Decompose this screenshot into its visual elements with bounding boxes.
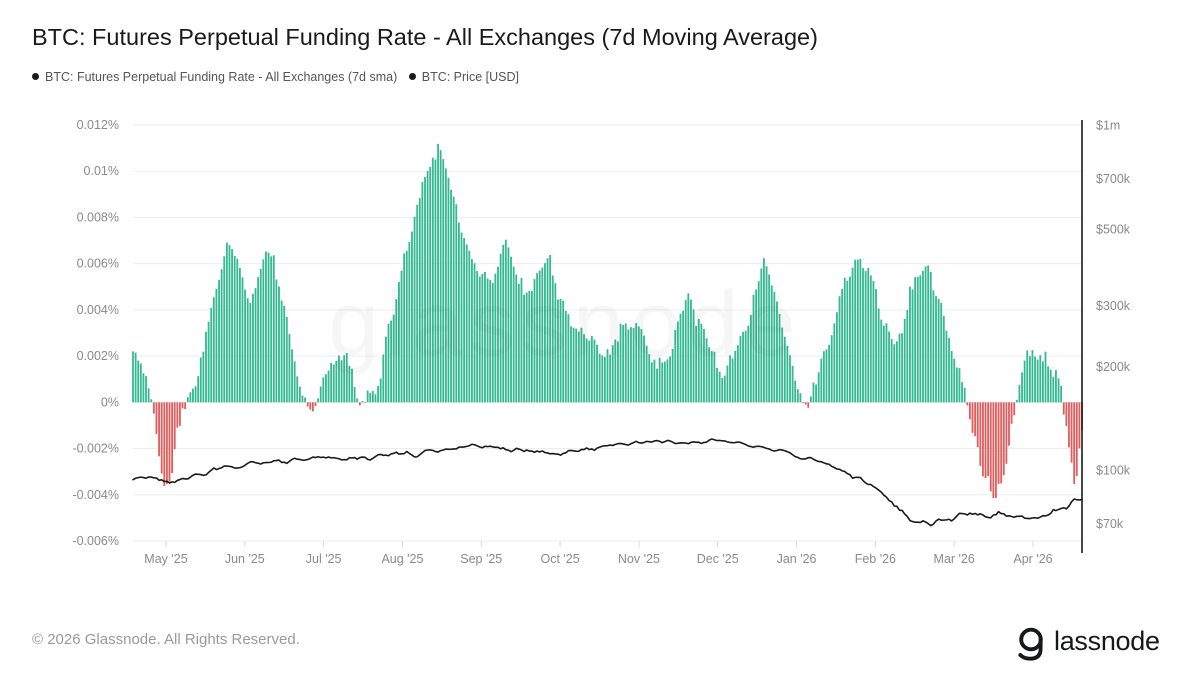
svg-text:0.012%: 0.012% [77, 118, 119, 132]
svg-text:Jan '26: Jan '26 [777, 552, 817, 566]
svg-text:0.004%: 0.004% [77, 303, 119, 317]
svg-text:Mar '26: Mar '26 [934, 552, 975, 566]
svg-text:0.008%: 0.008% [77, 210, 119, 224]
svg-text:Sep '25: Sep '25 [460, 552, 502, 566]
svg-text:Jul '25: Jul '25 [306, 552, 342, 566]
svg-text:Apr '26: Apr '26 [1013, 552, 1052, 566]
svg-text:0.01%: 0.01% [84, 164, 119, 178]
svg-text:Jun '25: Jun '25 [225, 552, 265, 566]
svg-text:-0.006%: -0.006% [72, 534, 119, 548]
svg-text:Dec '25: Dec '25 [697, 552, 739, 566]
svg-text:0%: 0% [101, 395, 119, 409]
svg-text:$100k: $100k [1096, 464, 1131, 478]
svg-text:0.002%: 0.002% [77, 349, 119, 363]
svg-text:Aug '25: Aug '25 [381, 552, 423, 566]
svg-text:May '25: May '25 [144, 552, 187, 566]
svg-text:$700k: $700k [1096, 172, 1131, 186]
svg-text:-0.002%: -0.002% [72, 442, 119, 456]
svg-text:lassnode: lassnode [1054, 626, 1160, 656]
svg-text:Nov '25: Nov '25 [618, 552, 660, 566]
svg-text:$1m: $1m [1096, 119, 1120, 133]
svg-text:-0.004%: -0.004% [72, 488, 119, 502]
svg-text:$200k: $200k [1096, 360, 1131, 374]
svg-text:$70k: $70k [1096, 517, 1124, 531]
svg-text:glassnode: glassnode [328, 273, 801, 375]
svg-text:0.006%: 0.006% [77, 257, 119, 271]
svg-text:$300k: $300k [1096, 299, 1131, 313]
svg-text:$500k: $500k [1096, 223, 1131, 237]
svg-text:Oct '25: Oct '25 [540, 552, 579, 566]
svg-text:Feb '26: Feb '26 [855, 552, 896, 566]
